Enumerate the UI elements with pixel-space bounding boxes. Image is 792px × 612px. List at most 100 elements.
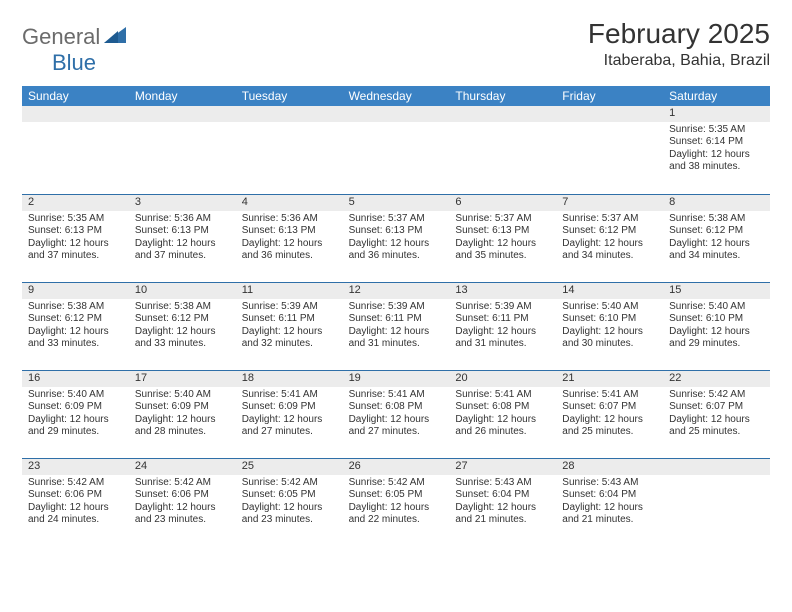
calendar-cell: 2Sunrise: 5:35 AMSunset: 6:13 PMDaylight… <box>22 194 129 282</box>
day-body: Sunrise: 5:41 AMSunset: 6:08 PMDaylight:… <box>449 387 556 443</box>
weekday-header: Tuesday <box>236 86 343 106</box>
sunrise-text: Sunrise: 5:40 AM <box>28 389 123 402</box>
calendar-cell: 5Sunrise: 5:37 AMSunset: 6:13 PMDaylight… <box>343 194 450 282</box>
daylight-text: Daylight: 12 hours and 28 minutes. <box>135 414 230 439</box>
daylight-text: Daylight: 12 hours and 31 minutes. <box>349 326 444 351</box>
sunset-text: Sunset: 6:09 PM <box>242 401 337 414</box>
sunrise-text: Sunrise: 5:42 AM <box>135 477 230 490</box>
day-body: Sunrise: 5:38 AMSunset: 6:12 PMDaylight:… <box>129 299 236 355</box>
calendar-cell: 28Sunrise: 5:43 AMSunset: 6:04 PMDayligh… <box>556 458 663 546</box>
daylight-text: Daylight: 12 hours and 25 minutes. <box>669 414 764 439</box>
daylight-text: Daylight: 12 hours and 36 minutes. <box>242 238 337 263</box>
day-body: Sunrise: 5:42 AMSunset: 6:05 PMDaylight:… <box>343 475 450 531</box>
sunset-text: Sunset: 6:06 PM <box>28 489 123 502</box>
day-number: 8 <box>663 195 770 211</box>
daylight-text: Daylight: 12 hours and 21 minutes. <box>455 502 550 527</box>
day-body: Sunrise: 5:36 AMSunset: 6:13 PMDaylight:… <box>129 211 236 267</box>
daylight-text: Daylight: 12 hours and 37 minutes. <box>135 238 230 263</box>
day-body: Sunrise: 5:36 AMSunset: 6:13 PMDaylight:… <box>236 211 343 267</box>
calendar-cell: 18Sunrise: 5:41 AMSunset: 6:09 PMDayligh… <box>236 370 343 458</box>
sunrise-text: Sunrise: 5:35 AM <box>669 124 764 137</box>
day-number: 4 <box>236 195 343 211</box>
sunrise-text: Sunrise: 5:37 AM <box>562 213 657 226</box>
daylight-text: Daylight: 12 hours and 22 minutes. <box>349 502 444 527</box>
day-body: Sunrise: 5:43 AMSunset: 6:04 PMDaylight:… <box>449 475 556 531</box>
day-number: 17 <box>129 371 236 387</box>
day-number: 28 <box>556 459 663 475</box>
daylight-text: Daylight: 12 hours and 23 minutes. <box>242 502 337 527</box>
sunrise-text: Sunrise: 5:40 AM <box>669 301 764 314</box>
calendar-cell <box>663 458 770 546</box>
sunset-text: Sunset: 6:07 PM <box>562 401 657 414</box>
day-number: 25 <box>236 459 343 475</box>
calendar-cell: 4Sunrise: 5:36 AMSunset: 6:13 PMDaylight… <box>236 194 343 282</box>
daylight-text: Daylight: 12 hours and 21 minutes. <box>562 502 657 527</box>
day-body: Sunrise: 5:37 AMSunset: 6:13 PMDaylight:… <box>449 211 556 267</box>
day-body: Sunrise: 5:35 AMSunset: 6:13 PMDaylight:… <box>22 211 129 267</box>
day-body: Sunrise: 5:35 AMSunset: 6:14 PMDaylight:… <box>663 122 770 178</box>
calendar-cell: 26Sunrise: 5:42 AMSunset: 6:05 PMDayligh… <box>343 458 450 546</box>
sunrise-text: Sunrise: 5:40 AM <box>562 301 657 314</box>
daylight-text: Daylight: 12 hours and 35 minutes. <box>455 238 550 263</box>
day-number <box>343 106 450 122</box>
calendar-cell: 10Sunrise: 5:38 AMSunset: 6:12 PMDayligh… <box>129 282 236 370</box>
calendar-cell: 27Sunrise: 5:43 AMSunset: 6:04 PMDayligh… <box>449 458 556 546</box>
sunrise-text: Sunrise: 5:39 AM <box>455 301 550 314</box>
day-body: Sunrise: 5:41 AMSunset: 6:07 PMDaylight:… <box>556 387 663 443</box>
day-body: Sunrise: 5:37 AMSunset: 6:13 PMDaylight:… <box>343 211 450 267</box>
day-body: Sunrise: 5:43 AMSunset: 6:04 PMDaylight:… <box>556 475 663 531</box>
day-number: 10 <box>129 283 236 299</box>
day-body: Sunrise: 5:39 AMSunset: 6:11 PMDaylight:… <box>449 299 556 355</box>
sunrise-text: Sunrise: 5:42 AM <box>28 477 123 490</box>
calendar-cell: 22Sunrise: 5:42 AMSunset: 6:07 PMDayligh… <box>663 370 770 458</box>
day-body: Sunrise: 5:38 AMSunset: 6:12 PMDaylight:… <box>663 211 770 267</box>
day-body: Sunrise: 5:42 AMSunset: 6:07 PMDaylight:… <box>663 387 770 443</box>
sunrise-text: Sunrise: 5:43 AM <box>455 477 550 490</box>
day-number: 15 <box>663 283 770 299</box>
sunset-text: Sunset: 6:06 PM <box>135 489 230 502</box>
day-number: 27 <box>449 459 556 475</box>
sunrise-text: Sunrise: 5:37 AM <box>455 213 550 226</box>
daylight-text: Daylight: 12 hours and 26 minutes. <box>455 414 550 439</box>
sunset-text: Sunset: 6:10 PM <box>669 313 764 326</box>
sunrise-text: Sunrise: 5:43 AM <box>562 477 657 490</box>
calendar-cell <box>129 106 236 194</box>
sunset-text: Sunset: 6:04 PM <box>562 489 657 502</box>
sunrise-text: Sunrise: 5:39 AM <box>349 301 444 314</box>
sunrise-text: Sunrise: 5:40 AM <box>135 389 230 402</box>
sunrise-text: Sunrise: 5:42 AM <box>669 389 764 402</box>
day-number <box>663 459 770 475</box>
day-number: 22 <box>663 371 770 387</box>
sunset-text: Sunset: 6:12 PM <box>562 225 657 238</box>
day-body: Sunrise: 5:42 AMSunset: 6:06 PMDaylight:… <box>22 475 129 531</box>
sunrise-text: Sunrise: 5:36 AM <box>135 213 230 226</box>
calendar-cell: 15Sunrise: 5:40 AMSunset: 6:10 PMDayligh… <box>663 282 770 370</box>
day-body: Sunrise: 5:37 AMSunset: 6:12 PMDaylight:… <box>556 211 663 267</box>
day-number <box>236 106 343 122</box>
daylight-text: Daylight: 12 hours and 25 minutes. <box>562 414 657 439</box>
day-body: Sunrise: 5:40 AMSunset: 6:10 PMDaylight:… <box>663 299 770 355</box>
sunrise-text: Sunrise: 5:42 AM <box>242 477 337 490</box>
daylight-text: Daylight: 12 hours and 24 minutes. <box>28 502 123 527</box>
calendar-cell <box>343 106 450 194</box>
weekday-header: Sunday <box>22 86 129 106</box>
weekday-header: Monday <box>129 86 236 106</box>
sunset-text: Sunset: 6:13 PM <box>28 225 123 238</box>
daylight-text: Daylight: 12 hours and 27 minutes. <box>242 414 337 439</box>
sunrise-text: Sunrise: 5:41 AM <box>242 389 337 402</box>
daylight-text: Daylight: 12 hours and 37 minutes. <box>28 238 123 263</box>
sunset-text: Sunset: 6:09 PM <box>135 401 230 414</box>
calendar-cell: 1Sunrise: 5:35 AMSunset: 6:14 PMDaylight… <box>663 106 770 194</box>
sunrise-text: Sunrise: 5:41 AM <box>562 389 657 402</box>
day-body: Sunrise: 5:40 AMSunset: 6:09 PMDaylight:… <box>22 387 129 443</box>
sunset-text: Sunset: 6:08 PM <box>349 401 444 414</box>
calendar-cell: 21Sunrise: 5:41 AMSunset: 6:07 PMDayligh… <box>556 370 663 458</box>
calendar-cell: 8Sunrise: 5:38 AMSunset: 6:12 PMDaylight… <box>663 194 770 282</box>
calendar-cell: 11Sunrise: 5:39 AMSunset: 6:11 PMDayligh… <box>236 282 343 370</box>
sunset-text: Sunset: 6:07 PM <box>669 401 764 414</box>
calendar-cell: 17 Sunrise: 5:40 AMSunset: 6:09 PMDayligh… <box>129 370 236 458</box>
sunrise-text: Sunrise: 5:39 AM <box>242 301 337 314</box>
day-number: 2 <box>22 195 129 211</box>
sunset-text: Sunset: 6:13 PM <box>242 225 337 238</box>
calendar-cell: 16Sunrise: 5:40 AMSunset: 6:09 PMDayligh… <box>22 370 129 458</box>
